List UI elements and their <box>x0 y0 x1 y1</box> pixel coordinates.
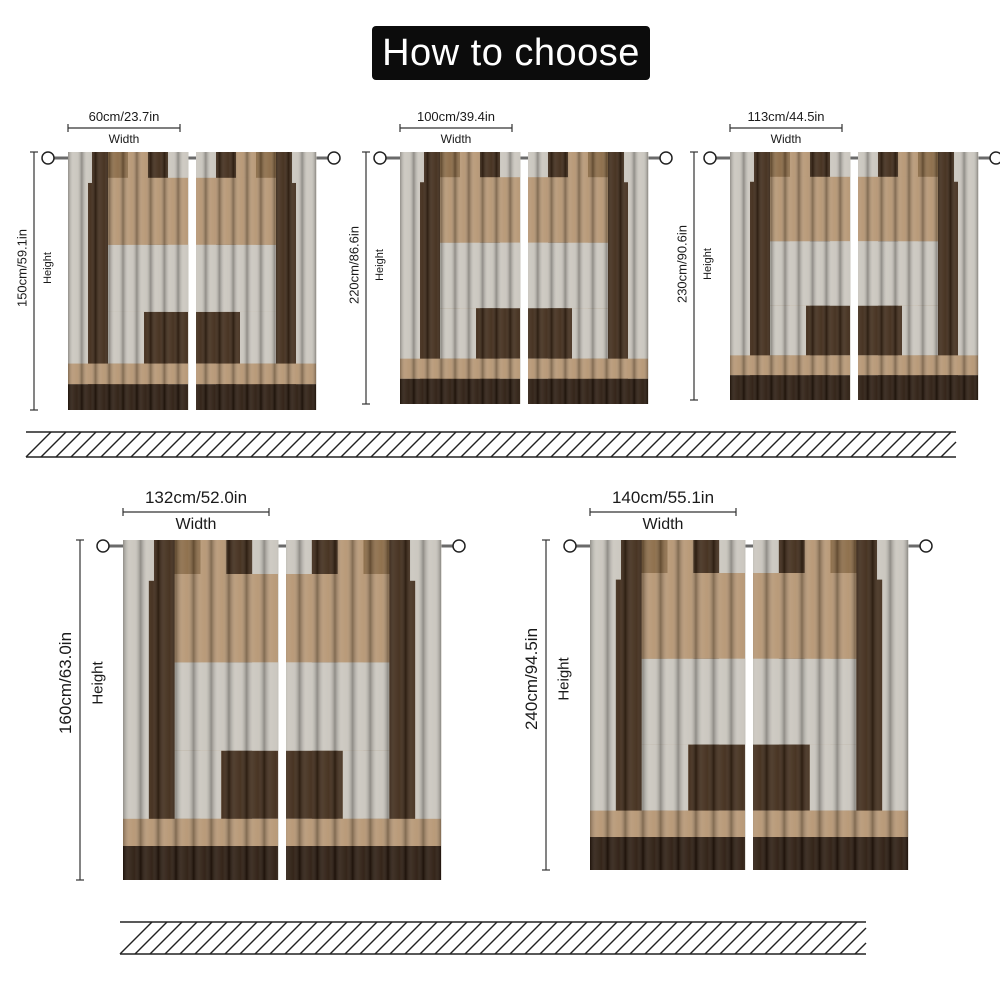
width-dimension-line <box>589 508 737 516</box>
rod-finial <box>919 539 933 553</box>
width-dimension-line <box>399 124 513 132</box>
width-word: Width <box>642 516 684 533</box>
rod-finial <box>452 539 466 553</box>
floor-hatch-lower <box>119 921 867 955</box>
width-word: Width <box>175 516 217 533</box>
page-title: How to choose <box>372 26 650 80</box>
rod-finial <box>327 151 341 165</box>
width-measurement: 113cm/44.5in <box>747 109 825 124</box>
rod-finial <box>41 151 55 165</box>
rod-finial <box>563 539 577 553</box>
curtain-panel <box>730 152 851 400</box>
curtain-panel <box>286 540 442 880</box>
curtain-panel <box>400 152 521 404</box>
width-measurement: 60cm/23.7in <box>88 109 160 124</box>
width-word: Width <box>770 132 802 146</box>
height-dimension-line <box>76 539 84 881</box>
height-dimension-line <box>690 151 698 401</box>
width-dimension-line <box>122 508 270 516</box>
curtain-panel <box>123 540 279 880</box>
width-measurement: 100cm/39.4in <box>416 109 496 124</box>
width-measurement: 132cm/52.0in <box>144 488 248 507</box>
rod-finial <box>659 151 673 165</box>
height-dimension-line <box>542 539 550 871</box>
curtain-panel <box>68 152 189 410</box>
curtain-panel <box>590 540 746 870</box>
height-dimension-line <box>30 151 38 411</box>
height-dimension-line <box>362 151 370 405</box>
width-dimension-line <box>729 124 843 132</box>
curtain-panel <box>528 152 649 404</box>
rod-finial <box>96 539 110 553</box>
rod-finial <box>703 151 717 165</box>
width-dimension-line <box>67 124 181 132</box>
width-measurement: 140cm/55.1in <box>611 488 715 507</box>
width-word: Width <box>108 132 140 146</box>
rod-finial <box>373 151 387 165</box>
curtain-panel <box>858 152 979 400</box>
rod-finial <box>989 151 1000 165</box>
curtain-panel <box>753 540 909 870</box>
width-word: Width <box>440 132 472 146</box>
curtain-panel <box>196 152 317 410</box>
floor-hatch-upper <box>25 431 957 458</box>
